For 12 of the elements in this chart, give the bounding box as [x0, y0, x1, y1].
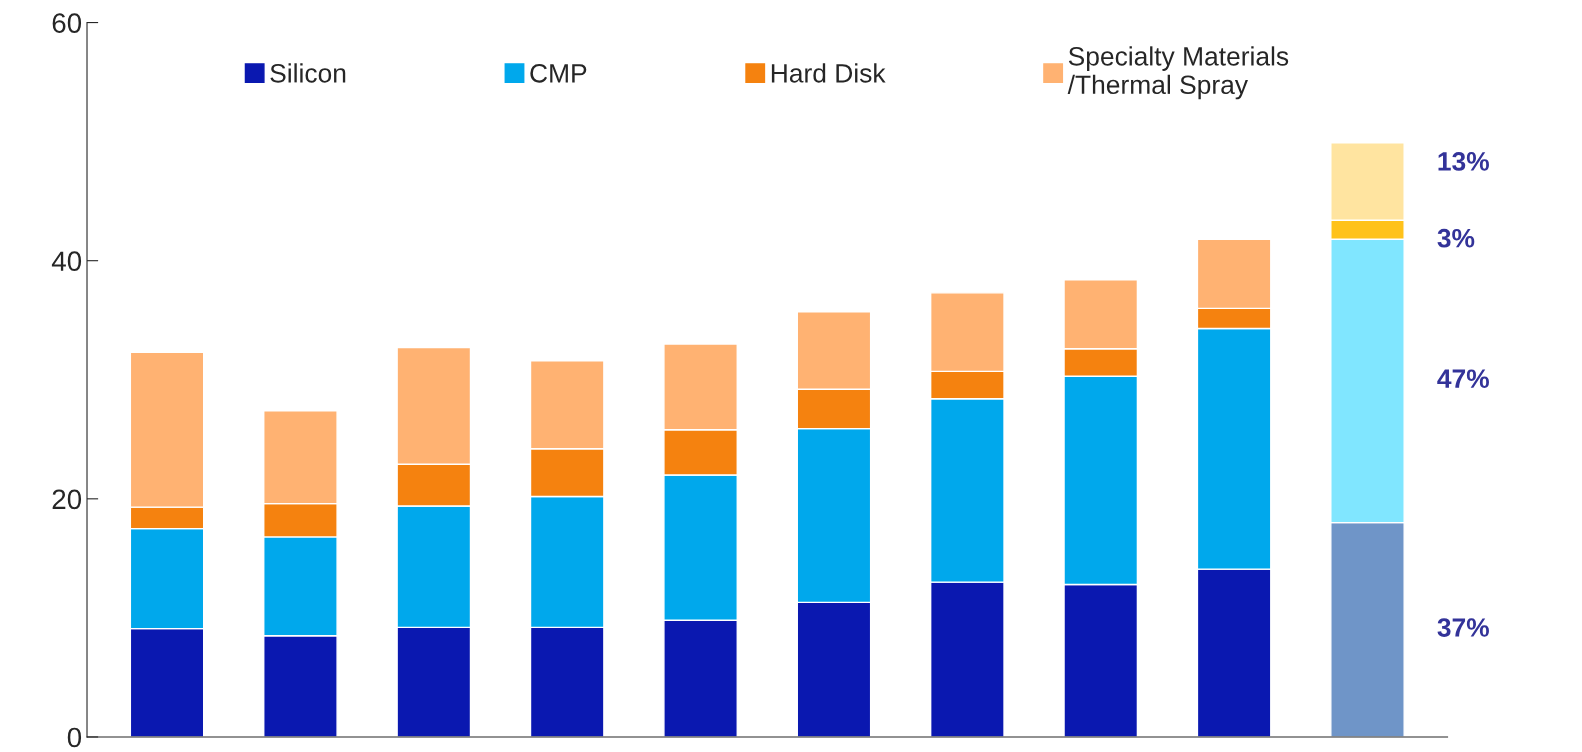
legend-label: CMP	[530, 63, 587, 83]
annotation: 13%	[1438, 152, 1489, 171]
y-tick-label: 60	[52, 13, 82, 33]
annotation: 37%	[1437, 618, 1489, 637]
legend-label: Specialty Materials /Thermal Spray	[1067, 46, 1289, 100]
annotation: 47%	[1437, 369, 1489, 388]
legend-label: Hard Disk	[771, 63, 886, 83]
legend-label: Silicon	[270, 63, 346, 83]
y-tick-label: 0	[67, 727, 82, 748]
y-tick-label: 40	[51, 251, 82, 272]
annotation: 3%	[1437, 228, 1475, 248]
y-tick-label: 20	[52, 489, 82, 510]
